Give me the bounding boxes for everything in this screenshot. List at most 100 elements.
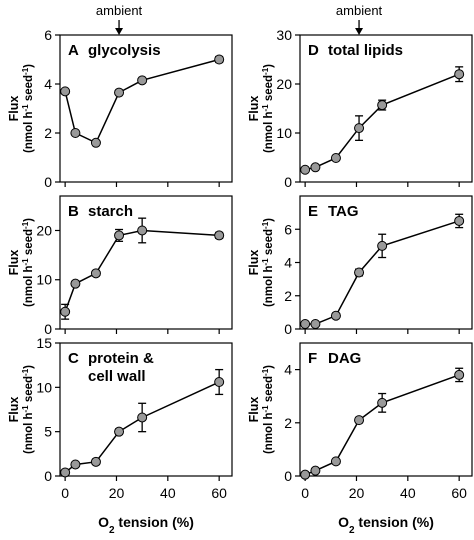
panel-b-title: starch — [88, 203, 133, 220]
x-axis-title: O2 tension (%) — [98, 514, 194, 536]
panel-d-letter: D — [308, 42, 319, 59]
panel-a-ytick-label: 0 — [44, 174, 52, 190]
panel-a-data-point — [60, 86, 71, 97]
panel-d-data-point — [454, 69, 465, 80]
panel-b-ylabel-unit-part: -1 — [21, 258, 30, 266]
panel-e-data-point — [377, 240, 388, 251]
panel-f-data-point — [454, 369, 465, 380]
panel-a-data-point — [90, 137, 101, 148]
panel-a-data-point — [70, 128, 81, 138]
x-axis-title-part: O — [98, 514, 109, 530]
panel-f-ytick-label: 0 — [284, 468, 292, 484]
x-axis-title: O2 tension (%) — [338, 514, 434, 536]
panel-d-data-point — [330, 152, 341, 163]
panel-a-data-point — [137, 75, 148, 86]
panel-d-ylabel-unit-part: ) — [263, 64, 275, 68]
ambient-label: ambient — [336, 3, 383, 18]
panel-f-ylabel-unit-part: -1 — [261, 405, 270, 413]
panel-c-ylabel-unit-part: -1 — [21, 368, 30, 376]
panel-f-xtick-label: 40 — [400, 485, 416, 501]
panel-b-data-point — [90, 268, 101, 279]
panel-d-ylabel-unit-part: -1 — [261, 67, 270, 75]
panel-d-data-point — [377, 100, 388, 111]
panel-c-xtick-label: 20 — [109, 485, 125, 501]
x-axis-title-part: tension (%) — [355, 514, 434, 530]
panel-b-ylabel-unit-part: (nmol h — [23, 265, 35, 307]
panel-c-data-point — [70, 459, 81, 470]
panel-c-ylabel-unit-part: seed — [23, 376, 35, 405]
panel-f-frame — [299, 342, 473, 477]
panel-d-ylabel-unit-part: -1 — [261, 104, 270, 112]
panel-a-ylabel-unit-part: ) — [23, 64, 35, 68]
panel-a-ylabel-unit-part: -1 — [21, 67, 30, 75]
panel-c-ytick-label: 0 — [44, 468, 52, 484]
panel-d-ytick-label: 0 — [284, 174, 292, 190]
panel-e-frame — [299, 195, 473, 330]
panel-e-ylabel-unit: (nmol h-1 seed-1) — [261, 218, 276, 307]
panel-d-title: total lipids — [328, 42, 403, 59]
panel-d-ytick-label: 20 — [276, 76, 292, 92]
panel-e-letter: E — [308, 203, 318, 220]
panel-e-ytick-label: 6 — [284, 221, 292, 237]
panel-c-ytick-label: 15 — [36, 335, 52, 351]
panel-d-ylabel-unit: (nmol h-1 seed-1) — [261, 64, 276, 153]
panel-d-data-point — [300, 164, 311, 175]
panel-e-data-point — [310, 319, 321, 330]
panel-b-data-point — [114, 230, 125, 241]
panel-e-data-point — [354, 267, 365, 278]
panel-c-data-point — [90, 456, 101, 467]
panel-c-data-point — [214, 377, 225, 388]
panel-a-title: glycolysis — [88, 42, 161, 59]
ambient-label: ambient — [96, 3, 143, 18]
panel-c-title: cell wall — [88, 368, 146, 385]
panel-d-data-point — [310, 162, 321, 173]
ambient-arrow-head — [115, 28, 124, 35]
panel-a-ylabel-unit-part: -1 — [21, 104, 30, 112]
panel-a-ylabel-unit: (nmol h-1 seed-1) — [21, 64, 36, 153]
x-axis-title-part: tension (%) — [115, 514, 194, 530]
panel-b-ylabel-unit-part: ) — [23, 218, 35, 222]
panel-b-data-point — [60, 306, 71, 317]
panel-f-ytick-label: 2 — [284, 415, 292, 431]
panel-d-frame — [299, 34, 473, 183]
panel-b-letter: B — [68, 203, 79, 220]
panel-c-xtick-label: 40 — [160, 485, 176, 501]
panel-b-data-point — [70, 278, 81, 289]
panel-a-series-line — [64, 58, 220, 144]
panel-c-frame — [59, 342, 233, 477]
panel-b-ytick-label: 20 — [36, 222, 52, 238]
ambient-arrow-head — [355, 28, 364, 35]
panel-f-ylabel-unit: (nmol h-1 seed-1) — [261, 365, 276, 454]
panel-b-frame — [59, 195, 233, 330]
panel-a-ylabel-unit-part: (nmol h — [23, 111, 35, 153]
panel-c-ytick-label: 10 — [36, 379, 52, 395]
x-axis-title-part: O — [338, 514, 349, 530]
panel-f-xtick-label: 20 — [349, 485, 365, 501]
panel-f-xtick-label: 60 — [451, 485, 467, 501]
panel-c-ylabel-unit-part: ) — [23, 365, 35, 369]
panel-c-ytick-label: 5 — [44, 424, 52, 440]
panel-a-frame — [59, 34, 233, 183]
panel-c-title: protein & — [88, 350, 154, 367]
panel-f-ylabel: Flux — [247, 397, 261, 423]
panel-b-data-point — [137, 225, 148, 236]
panel-d-series-line — [304, 73, 460, 171]
panel-e-data-point — [454, 215, 465, 226]
panel-b-ytick-label: 10 — [36, 272, 52, 288]
panel-f-ylabel-unit-part: -1 — [261, 368, 270, 376]
panel-b-data-point — [214, 230, 225, 241]
panel-f-ylabel-unit-part: seed — [263, 376, 275, 405]
panel-e-ylabel-unit-part: ) — [263, 218, 275, 222]
panel-a-data-point — [114, 87, 125, 98]
panel-a-ytick-label: 4 — [44, 76, 52, 92]
panel-f-data-point — [300, 469, 311, 480]
panel-c-ylabel: Flux — [7, 397, 21, 423]
panel-c-data-point — [60, 467, 71, 478]
panel-a-ylabel-unit-part: seed — [23, 75, 35, 104]
panel-a-ytick-label: 2 — [44, 125, 52, 141]
panel-d-ytick-label: 10 — [276, 125, 292, 141]
